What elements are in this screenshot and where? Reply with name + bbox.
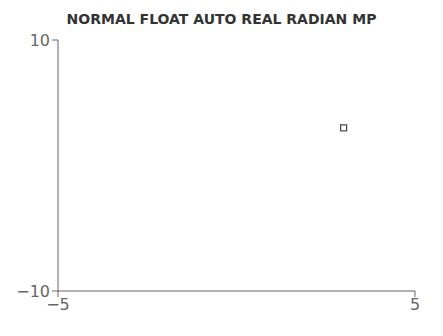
- svg-text:−5: −5: [46, 295, 70, 315]
- svg-text:5: 5: [410, 295, 420, 314]
- svg-text:10: 10: [30, 31, 50, 50]
- svg-text:−10: −10: [16, 282, 50, 301]
- html-text:NORMAL FLOAT AUTO REAL RADIAN: NORMAL FLOAT AUTO REAL RADIAN MP: [66, 11, 377, 27]
